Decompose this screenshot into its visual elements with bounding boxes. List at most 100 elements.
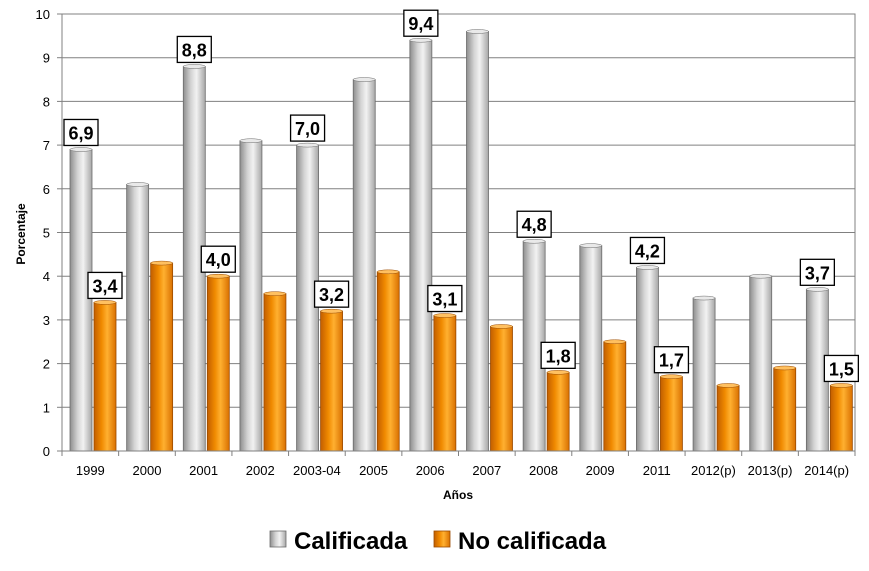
legend-swatch	[269, 530, 287, 548]
data-label-box	[823, 354, 860, 383]
data-label-box	[63, 118, 99, 147]
bar-no-calificada	[433, 315, 457, 452]
bar-no-calificada-cap	[830, 383, 853, 388]
x-tick-label: 2009	[586, 463, 615, 478]
data-label-box	[313, 280, 350, 308]
x-tick-label: 2003-04	[293, 463, 341, 478]
data-label-box	[427, 284, 463, 313]
data-label: 3,4	[87, 271, 123, 300]
bar-no-calificada	[206, 275, 230, 452]
bar-no-calificada-cap	[150, 260, 173, 266]
data-label-box	[653, 346, 690, 374]
y-tick-label: 9	[43, 51, 50, 66]
data-label-box	[87, 271, 123, 300]
bar-no-calificada-cap	[773, 365, 796, 371]
x-tick-label: 2000	[133, 463, 162, 478]
bar-calificada	[126, 184, 150, 452]
bar-no-calificada-cap	[207, 273, 230, 279]
bar-calificada-cap	[579, 243, 603, 248]
bar-no-calificada-cap	[546, 370, 570, 375]
y-tick-label: 3	[43, 313, 50, 328]
x-tick-label: 2008	[529, 463, 558, 478]
x-tick-label: 2001	[189, 463, 218, 478]
data-label-box	[176, 35, 212, 64]
bar-calificada	[692, 297, 716, 452]
data-label: 4,2	[629, 236, 666, 265]
y-tick-label: 7	[43, 138, 50, 153]
data-label-box	[289, 114, 326, 142]
bar-calificada-cap	[69, 147, 93, 152]
data-label-text: 1,7	[659, 351, 684, 371]
y-tick-label: 1	[43, 400, 50, 415]
data-label-box	[200, 245, 236, 273]
x-tick-label: 1999	[76, 463, 105, 478]
data-label-box	[403, 9, 439, 37]
data-label-text: 8,8	[182, 40, 207, 60]
bar-no-calificada	[603, 341, 627, 452]
x-tick-label: 2002	[246, 463, 275, 478]
bar-no-calificada-cap	[93, 300, 117, 305]
data-label: 4,0	[200, 245, 236, 273]
x-tick-label: 2014(p)	[804, 463, 849, 478]
legend: Calificada No calificada	[269, 528, 607, 555]
bar-no-calificada	[150, 262, 174, 452]
data-label: 3,7	[799, 258, 836, 286]
data-label-text: 1,8	[546, 346, 571, 366]
bar-no-calificada-cap	[660, 374, 683, 379]
bar-calificada-cap	[183, 64, 206, 69]
x-tick-label: 2011	[643, 463, 671, 478]
x-axis-title: Años	[443, 488, 473, 502]
bar-no-calificada	[376, 271, 400, 452]
bar-calificada-cap	[636, 265, 659, 270]
legend-label: No calificada	[458, 528, 607, 555]
bar-calificada-cap	[749, 273, 772, 279]
y-tick-label: 8	[43, 94, 50, 109]
bar-calificada	[579, 245, 603, 452]
x-tick-label: 2007	[472, 463, 501, 478]
bar-no-calificada-cap	[320, 308, 343, 314]
axes: 0 1 2 3 4 5 6 7 8 9 10 1999 2000 2001 2002 2003-04 2005 2…	[36, 7, 856, 478]
bar-no-calificada	[490, 326, 513, 452]
data-label: 8,8	[176, 35, 212, 64]
bar-calificada-cap	[466, 29, 489, 34]
data-label-box	[540, 341, 576, 369]
bar-calificada	[749, 275, 773, 452]
bar-no-calificada	[320, 310, 343, 452]
x-tick-label: 2013(p)	[748, 463, 793, 478]
bar-calificada-cap	[522, 238, 546, 244]
bar-no-calificada	[660, 376, 683, 452]
data-label: 1,8	[540, 341, 576, 369]
data-label-text: 3,7	[805, 263, 830, 283]
legend-item: Calificada	[269, 528, 408, 555]
data-label-box	[516, 210, 552, 238]
x-tick-label: 2005	[359, 463, 388, 478]
data-label: 4,8	[516, 210, 552, 238]
data-label-text: 3,1	[432, 290, 457, 310]
legend-swatch	[433, 530, 451, 548]
y-tick-label: 0	[43, 444, 50, 459]
data-label-text: 4,8	[522, 215, 547, 235]
data-label-box	[799, 258, 836, 286]
bar-calificada-cap	[806, 287, 829, 292]
bar-no-calificada	[263, 293, 287, 452]
data-label-text: 4,2	[635, 241, 660, 261]
bar-calificada-cap	[352, 77, 376, 82]
bar-no-calificada	[93, 302, 117, 452]
bar-no-calificada	[829, 385, 853, 452]
data-label-box	[629, 236, 666, 265]
bar-no-calificada-cap	[716, 383, 740, 388]
bar-no-calificada	[773, 367, 797, 452]
data-label-text: 3,4	[92, 276, 117, 296]
y-tick-label: 5	[43, 226, 50, 241]
bar-calificada-cap	[692, 295, 716, 301]
bar-no-calificada	[716, 385, 740, 452]
legend-item: No calificada	[433, 528, 607, 555]
data-label: 1,7	[653, 346, 690, 374]
bar-no-calificada	[546, 371, 570, 452]
data-label: 9,4	[403, 9, 439, 37]
x-tick-label: 2012(p)	[691, 463, 736, 478]
bars	[69, 29, 853, 452]
y-axis-title: Porcentaje	[14, 203, 28, 265]
bar-no-calificada-cap	[603, 339, 627, 344]
